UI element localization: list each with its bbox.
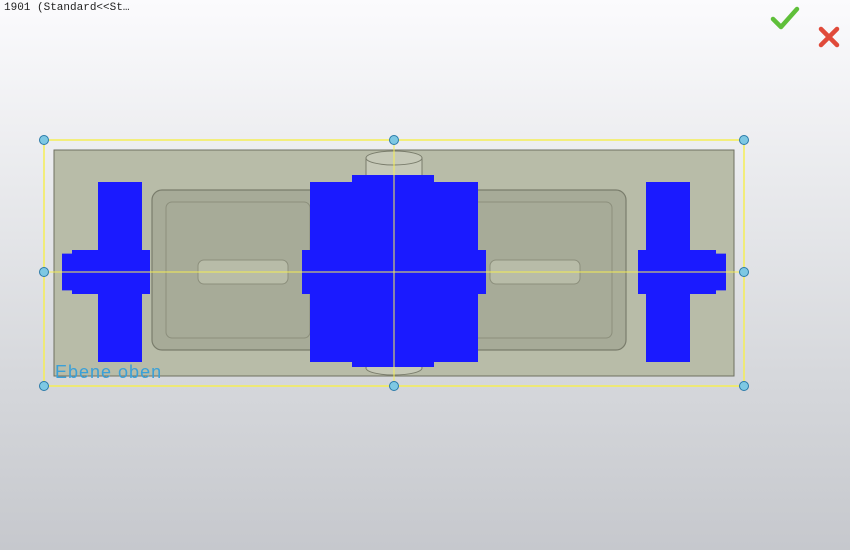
cad-viewport[interactable] <box>0 0 850 550</box>
selection-handle[interactable] <box>390 136 399 145</box>
selection-handle[interactable] <box>40 268 49 277</box>
plane-label: Ebene oben <box>55 362 162 383</box>
selection-handle[interactable] <box>740 136 749 145</box>
selection-handle[interactable] <box>390 382 399 391</box>
selection-handle[interactable] <box>740 268 749 277</box>
selection-handle[interactable] <box>40 136 49 145</box>
selection-handle[interactable] <box>40 382 49 391</box>
selection-handle[interactable] <box>740 382 749 391</box>
